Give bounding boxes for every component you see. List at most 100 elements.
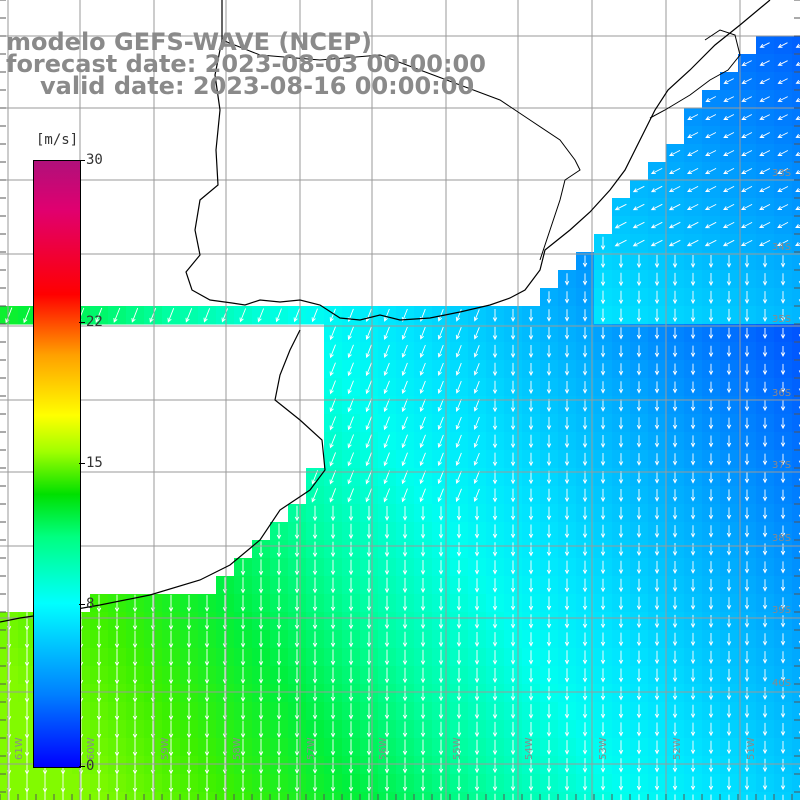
wind-arrow — [564, 632, 570, 647]
wind-arrow — [726, 668, 732, 683]
wind-arrow — [276, 559, 282, 576]
wind-arrow — [710, 794, 712, 800]
wind-arrow — [168, 684, 174, 703]
wind-arrow — [582, 452, 588, 467]
wind-arrow — [455, 470, 462, 485]
wind-arrow — [221, 308, 229, 323]
colorbar-label: 15 — [86, 455, 103, 471]
wind-arrow — [690, 272, 696, 287]
field-cell — [792, 216, 800, 235]
wind-arrow — [582, 327, 588, 340]
wind-arrow — [204, 648, 210, 667]
wind-arrow — [618, 290, 624, 305]
wind-arrow — [96, 612, 102, 631]
longitude-label: 61W — [14, 737, 25, 760]
wind-arrow — [726, 615, 732, 628]
wind-arrow — [744, 273, 750, 286]
longitude-label: 53W — [598, 737, 609, 760]
wind-arrow — [240, 685, 246, 702]
field-cell — [792, 108, 800, 127]
wind-arrow — [440, 793, 442, 800]
wind-arrow — [258, 774, 264, 793]
wind-arrow — [672, 272, 678, 287]
wind-arrow — [744, 776, 750, 791]
wind-arrow — [528, 524, 534, 539]
wind-arrow — [759, 204, 771, 211]
wind-arrow — [726, 255, 732, 268]
wind-arrow — [669, 149, 681, 157]
wind-arrow — [762, 597, 768, 610]
colorbar-label: 30 — [86, 152, 103, 168]
wind-arrow — [795, 169, 800, 174]
wind-arrow — [672, 345, 678, 358]
wind-arrow — [474, 703, 480, 720]
wind-arrow — [762, 381, 768, 394]
wind-arrow — [636, 489, 642, 503]
wind-arrow — [402, 542, 408, 558]
wind-arrow — [239, 308, 247, 323]
wind-arrow — [690, 776, 696, 791]
wind-arrow — [777, 132, 789, 138]
wind-arrow — [24, 666, 30, 685]
wind-arrow — [741, 150, 753, 156]
wind-arrow — [438, 757, 444, 774]
wind-arrow — [312, 703, 318, 720]
wind-arrow — [114, 648, 120, 667]
wind-arrow — [96, 630, 102, 649]
wind-arrow — [455, 380, 462, 394]
wind-arrow — [312, 577, 318, 594]
wind-arrow — [780, 758, 786, 773]
wind-arrow — [420, 739, 426, 756]
wind-arrow — [474, 739, 480, 756]
wind-arrow — [780, 399, 786, 412]
wind-arrow — [690, 507, 696, 520]
wind-arrow — [258, 577, 264, 594]
wind-arrow — [564, 776, 570, 792]
wind-arrow — [726, 543, 732, 556]
wind-arrow — [456, 685, 462, 702]
field-cell — [792, 324, 800, 343]
wind-arrow — [455, 452, 462, 467]
wind-arrow — [384, 649, 390, 666]
wind-arrow — [690, 417, 696, 430]
wind-arrow — [528, 398, 534, 413]
wind-arrow — [330, 667, 336, 684]
field-cell — [792, 414, 800, 433]
wind-arrow — [705, 150, 717, 156]
wind-arrow — [780, 417, 786, 430]
wind-arrow — [708, 633, 714, 646]
wind-arrow — [419, 434, 426, 449]
wind-arrow — [780, 489, 786, 502]
wind-arrow — [401, 398, 408, 413]
wind-arrow — [384, 506, 390, 522]
wind-arrow — [510, 524, 516, 539]
wind-arrow — [240, 720, 246, 739]
wind-arrow — [420, 757, 426, 774]
wind-arrow — [348, 775, 354, 792]
wind-arrow — [759, 42, 770, 48]
wind-arrow — [240, 613, 246, 630]
wind-arrow — [438, 685, 444, 702]
wind-arrow — [654, 435, 660, 448]
wind-arrow — [492, 309, 498, 322]
wind-arrow — [437, 309, 444, 322]
wind-arrow — [314, 793, 316, 800]
wind-arrow — [402, 524, 408, 540]
wind-arrow — [744, 561, 750, 574]
wind-arrow — [704, 221, 717, 229]
wind-arrow — [690, 381, 696, 394]
wind-arrow — [744, 543, 750, 556]
wind-arrow — [744, 579, 750, 592]
wind-arrow — [744, 669, 750, 683]
field-cell — [792, 144, 800, 163]
wind-arrow — [348, 577, 354, 594]
wind-arrow — [312, 667, 318, 684]
wind-arrow — [672, 308, 678, 323]
wind-arrow — [780, 543, 786, 556]
wind-arrow — [419, 488, 426, 503]
wind-arrow — [168, 774, 174, 793]
wind-arrow — [474, 775, 480, 792]
wind-arrow — [365, 344, 372, 359]
field-cell — [792, 288, 800, 307]
wind-arrow — [618, 272, 624, 287]
